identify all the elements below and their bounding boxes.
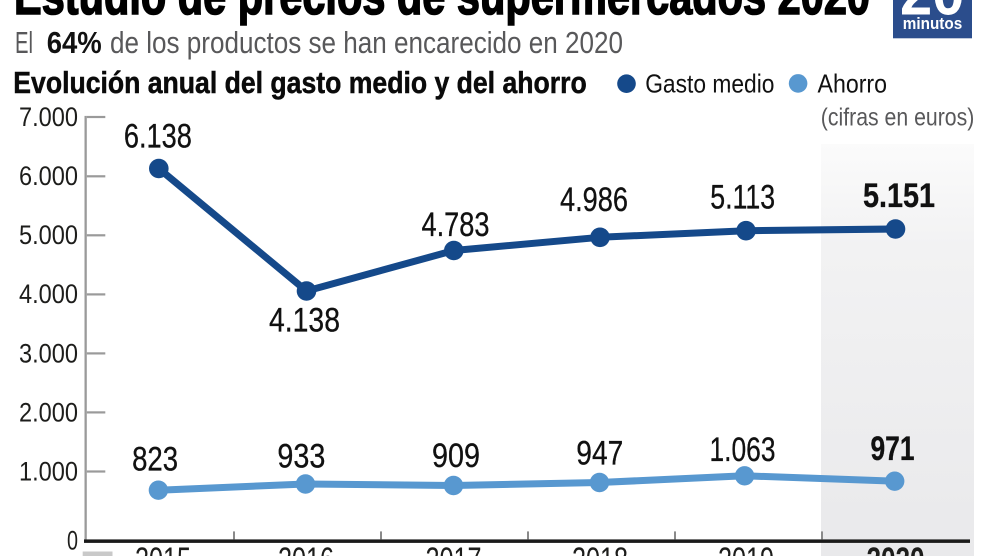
svg-text:909: 909 bbox=[432, 437, 480, 475]
svg-text:El: El bbox=[15, 25, 33, 60]
svg-text:(cifras en euros): (cifras en euros) bbox=[821, 104, 975, 132]
svg-text:0: 0 bbox=[67, 526, 78, 556]
svg-text:Evolución anual del gasto medi: Evolución anual del gasto medio y del ah… bbox=[13, 65, 586, 100]
svg-text:971: 971 bbox=[871, 430, 915, 468]
svg-text:2018: 2018 bbox=[572, 541, 628, 556]
svg-text:64%: 64% bbox=[47, 25, 102, 60]
svg-text:de los productos se han encare: de los productos se han encarecido en 20… bbox=[110, 25, 623, 60]
svg-text:2019: 2019 bbox=[718, 541, 774, 556]
svg-text:2.000: 2.000 bbox=[19, 397, 78, 427]
svg-text:Gasto medio: Gasto medio bbox=[645, 69, 774, 99]
svg-text:3.000: 3.000 bbox=[19, 338, 78, 368]
svg-text:4.986: 4.986 bbox=[560, 181, 628, 219]
svg-text:4.783: 4.783 bbox=[422, 206, 490, 244]
svg-text:7.000: 7.000 bbox=[19, 102, 78, 132]
svg-text:Estudio de precios de supermer: Estudio de precios de supermercados 2020 bbox=[14, 0, 870, 26]
svg-text:947: 947 bbox=[576, 435, 623, 473]
svg-text:4.138: 4.138 bbox=[269, 302, 340, 340]
svg-text:20: 20 bbox=[900, 0, 964, 28]
svg-text:5.113: 5.113 bbox=[710, 179, 775, 217]
svg-text:6.138: 6.138 bbox=[124, 117, 192, 155]
svg-text:minutos: minutos bbox=[903, 15, 962, 33]
svg-text:1.063: 1.063 bbox=[710, 431, 776, 469]
svg-text:Ahorro: Ahorro bbox=[818, 69, 888, 99]
svg-text:933: 933 bbox=[277, 437, 325, 475]
svg-text:4.000: 4.000 bbox=[19, 279, 78, 309]
svg-text:2015: 2015 bbox=[135, 541, 191, 556]
svg-text:1.000: 1.000 bbox=[19, 456, 78, 486]
svg-text:5.151: 5.151 bbox=[863, 177, 935, 215]
svg-text:2020: 2020 bbox=[867, 541, 925, 556]
svg-text:6.000: 6.000 bbox=[19, 161, 78, 191]
svg-text:5.000: 5.000 bbox=[19, 220, 78, 250]
svg-text:823: 823 bbox=[132, 440, 178, 478]
svg-text:2017: 2017 bbox=[426, 541, 482, 556]
svg-text:2016: 2016 bbox=[278, 541, 334, 556]
